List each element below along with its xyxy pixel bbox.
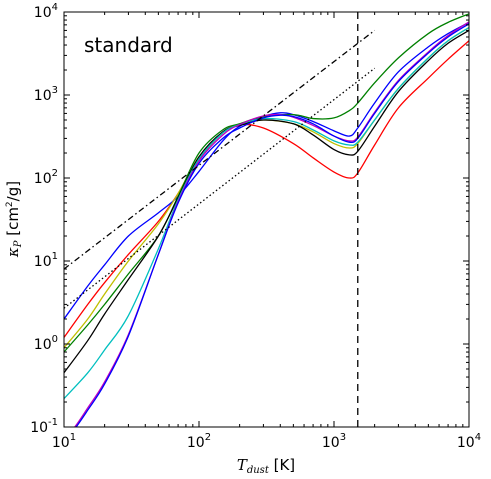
x-tick-label: 104	[457, 432, 481, 451]
y-tick-labels: 10-1 100 101 102 103 104	[30, 2, 58, 436]
series-line-7	[73, 21, 469, 427]
x-tick-label: 102	[187, 432, 211, 451]
y-tick-label: 102	[34, 168, 58, 187]
x-tick-label: 101	[52, 432, 76, 451]
series-line-10	[64, 67, 376, 309]
chart-annotation: standard	[84, 33, 173, 57]
series-layer	[64, 12, 469, 427]
x-axis-label: Tdust [K]	[237, 456, 295, 476]
y-tick-label: 103	[34, 85, 58, 104]
plot-frame	[63, 11, 470, 428]
series-line-5	[64, 29, 469, 374]
y-axis-label: κP [cm2/g]	[4, 181, 24, 258]
series-line-8	[75, 23, 469, 427]
series-line-2	[64, 21, 469, 320]
x-tick-label: 103	[322, 432, 346, 451]
series-line-9	[64, 29, 376, 270]
plot-background	[64, 12, 469, 427]
y-tick-label: 101	[34, 251, 58, 270]
series-line-1	[64, 40, 469, 338]
series-line-6	[64, 26, 469, 400]
y-tick-label: 100	[34, 334, 58, 353]
x-tick-labels: 101 102 103 104	[52, 432, 481, 451]
y-tick-label: 104	[34, 2, 58, 21]
y-tick-label: 10-1	[30, 417, 58, 436]
